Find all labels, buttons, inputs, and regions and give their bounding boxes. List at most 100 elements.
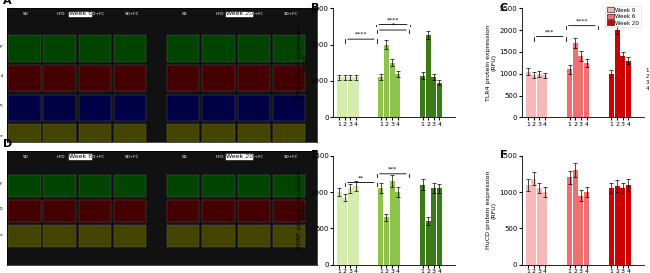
- Bar: [273, 35, 306, 61]
- Bar: [609, 188, 614, 265]
- Text: GFAP: GFAP: [0, 45, 3, 49]
- Text: C: C: [500, 3, 508, 13]
- Text: B: B: [311, 3, 319, 13]
- Bar: [202, 200, 235, 222]
- Bar: [526, 72, 530, 117]
- Bar: [273, 65, 306, 91]
- Bar: [44, 124, 76, 150]
- Text: E: E: [311, 150, 318, 160]
- Bar: [8, 124, 40, 150]
- Bar: [167, 200, 200, 222]
- Legend: Week 0, Week 6, Week 20: Week 0, Week 6, Week 20: [605, 5, 641, 27]
- Bar: [531, 75, 536, 117]
- Text: SD+FC: SD+FC: [283, 12, 298, 16]
- Text: HFD+FC: HFD+FC: [88, 12, 105, 16]
- Bar: [237, 175, 270, 197]
- Bar: [273, 124, 306, 150]
- Bar: [378, 188, 383, 265]
- Text: SD+FC: SD+FC: [124, 155, 139, 159]
- Bar: [614, 186, 619, 265]
- Text: D: D: [3, 139, 12, 149]
- Bar: [273, 200, 306, 222]
- Bar: [114, 95, 146, 121]
- Bar: [573, 43, 578, 117]
- Text: ***: ***: [545, 29, 554, 34]
- Bar: [44, 200, 76, 222]
- Bar: [395, 74, 400, 117]
- Bar: [426, 35, 431, 117]
- Bar: [378, 77, 383, 117]
- Bar: [614, 30, 619, 117]
- Bar: [237, 95, 270, 121]
- Bar: [202, 95, 235, 121]
- Bar: [609, 74, 614, 117]
- Bar: [348, 77, 353, 117]
- Bar: [167, 225, 200, 247]
- Bar: [537, 188, 542, 265]
- Text: ****: ****: [575, 19, 588, 23]
- Bar: [8, 65, 40, 91]
- Bar: [578, 196, 584, 265]
- Bar: [567, 69, 572, 117]
- Text: ***: ***: [388, 167, 398, 172]
- Text: Week 6: Week 6: [69, 11, 92, 16]
- Text: HFD: HFD: [57, 155, 65, 159]
- Bar: [273, 225, 306, 247]
- Bar: [426, 221, 431, 265]
- Bar: [337, 192, 342, 265]
- Text: Merge: Merge: [0, 233, 3, 237]
- Bar: [620, 56, 625, 117]
- Text: HFD+FC: HFD+FC: [246, 155, 264, 159]
- Bar: [420, 185, 425, 265]
- Bar: [79, 95, 111, 121]
- Text: *: *: [391, 23, 395, 28]
- Bar: [114, 65, 146, 91]
- Text: HFD: HFD: [216, 155, 224, 159]
- Bar: [79, 200, 111, 222]
- Bar: [237, 35, 270, 61]
- Bar: [8, 35, 40, 61]
- Y-axis label: BDNF protein expression
(RFU): BDNF protein expression (RFU): [297, 171, 308, 249]
- Text: HFD: HFD: [57, 12, 65, 16]
- Bar: [202, 65, 235, 91]
- Bar: [8, 95, 40, 121]
- Text: DAPI: DAPI: [0, 104, 3, 108]
- Text: Week 20: Week 20: [226, 11, 253, 16]
- Bar: [114, 175, 146, 197]
- Text: ****: ****: [387, 17, 399, 22]
- Bar: [354, 186, 359, 265]
- Bar: [114, 200, 146, 222]
- Bar: [273, 175, 306, 197]
- Bar: [343, 198, 347, 265]
- Bar: [437, 188, 442, 265]
- Bar: [79, 225, 111, 247]
- Text: SD: SD: [23, 12, 29, 16]
- Bar: [79, 65, 111, 91]
- Bar: [237, 200, 270, 222]
- Bar: [79, 124, 111, 150]
- Bar: [584, 63, 589, 117]
- Text: A: A: [3, 0, 12, 5]
- Bar: [567, 177, 572, 265]
- Bar: [395, 192, 400, 265]
- Bar: [542, 192, 547, 265]
- Bar: [202, 175, 235, 197]
- Bar: [542, 75, 547, 117]
- Text: HFD: HFD: [216, 12, 224, 16]
- Bar: [337, 77, 342, 117]
- Text: SD: SD: [23, 155, 29, 159]
- Bar: [167, 65, 200, 91]
- Text: SD+FC: SD+FC: [283, 155, 298, 159]
- Y-axis label: GFAP protein expression
(RFU): GFAP protein expression (RFU): [297, 25, 308, 101]
- Bar: [626, 185, 630, 265]
- Text: Week 20: Week 20: [226, 154, 253, 159]
- Text: SD: SD: [182, 155, 187, 159]
- Bar: [202, 225, 235, 247]
- Text: 1. SD
2. HFD
3. HFD+FC
4. SD+FC: 1. SD 2. HFD 3. HFD+FC 4. SD+FC: [646, 68, 650, 91]
- Text: Week 6: Week 6: [69, 154, 92, 159]
- Text: **: **: [358, 175, 364, 180]
- Bar: [531, 179, 536, 265]
- Text: SD: SD: [182, 12, 187, 16]
- Text: F: F: [500, 150, 507, 160]
- Bar: [8, 175, 40, 197]
